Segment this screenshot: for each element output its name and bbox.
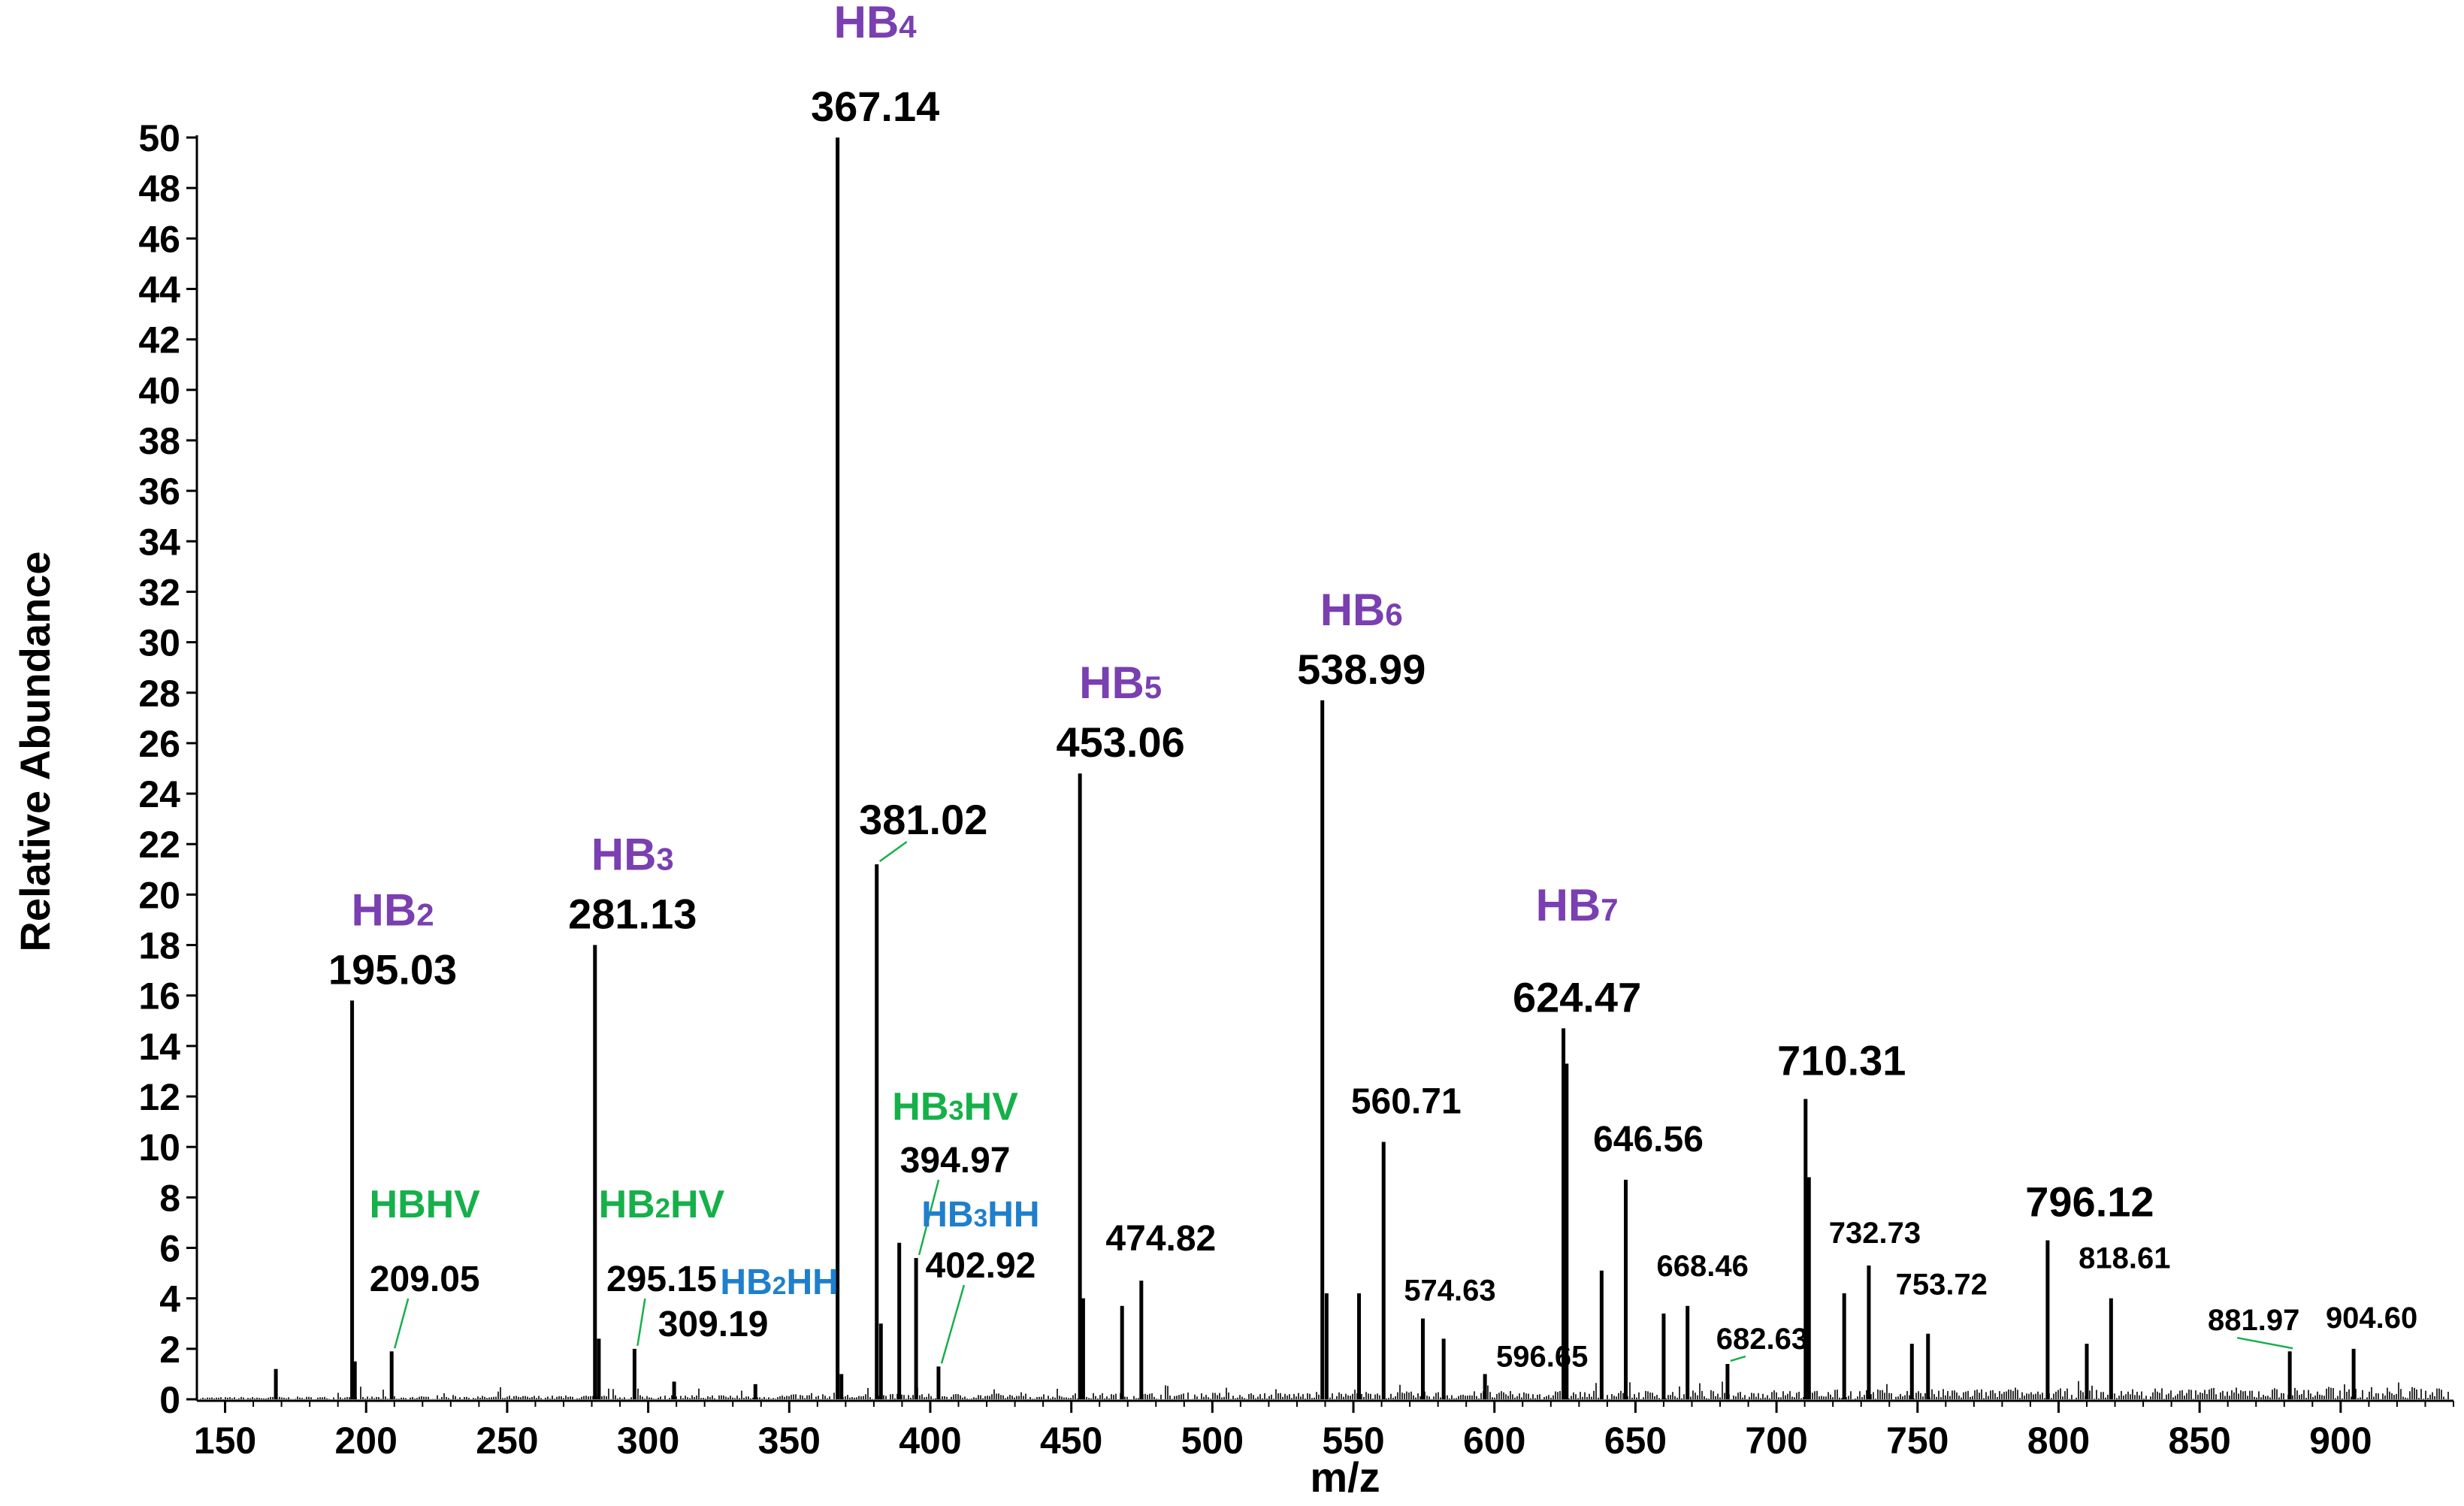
leader-line [393, 1298, 410, 1349]
peak-mz-label: 394.97 [900, 1141, 1011, 1181]
peak-mz-label: 710.31 [1777, 1036, 1906, 1084]
y-tick-label: 16 [138, 975, 180, 1018]
leader-line [918, 1179, 940, 1256]
peak-mz-label: 624.47 [1513, 973, 1641, 1021]
ion-assignment-label: HB2 [352, 885, 434, 935]
y-tick-label: 20 [138, 874, 180, 916]
ion-assignment-label: HB2HV [599, 1183, 725, 1226]
leader-line [878, 841, 908, 863]
baseline-noise [200, 1380, 2449, 1399]
peak-mz-label: 668.46 [1657, 1250, 1749, 1283]
x-axis-title: m/z [1310, 1453, 1380, 1501]
peak-mz-label: 209.05 [370, 1260, 480, 1299]
peak-mz-label: 309.19 [658, 1305, 769, 1344]
y-tick-label: 10 [138, 1126, 180, 1169]
y-tick-label: 14 [138, 1026, 180, 1068]
peak-mz-label: 195.03 [328, 945, 457, 993]
x-tick-label: 150 [194, 1420, 256, 1462]
peak-mz-label: 574.63 [1404, 1275, 1495, 1308]
peak-mz-label: 596.65 [1496, 1340, 1588, 1373]
x-tick-label: 900 [2309, 1420, 2372, 1462]
y-axis-title: Relative Abundance [11, 551, 59, 951]
y-tick-label: 28 [138, 673, 180, 715]
y-tick-label: 42 [138, 319, 180, 361]
peak-mz-label: 646.56 [1593, 1120, 1704, 1160]
peak-mz-label: 474.82 [1105, 1219, 1216, 1259]
peak-labels: 195.03 HB2 209.05 HBHV 281.13 HB3 295.15 HB2HV 3… [328, 0, 2417, 1373]
ion-assignment-label: HB3HV [892, 1085, 1018, 1129]
x-tick-label: 500 [1181, 1420, 1244, 1462]
axes: 0246810121416182022242628303234363840424… [138, 117, 2454, 1462]
peak-mz-label: 453.06 [1057, 718, 1185, 766]
x-tick-label: 200 [335, 1420, 398, 1462]
x-tick-label: 700 [1745, 1420, 1807, 1462]
x-tick-label: 750 [1886, 1420, 1949, 1462]
y-tick-label: 24 [138, 773, 180, 815]
ion-assignment-label: HBHV [370, 1183, 481, 1226]
x-tick-label: 350 [758, 1420, 821, 1462]
peak-mz-label: 367.14 [811, 83, 939, 130]
x-tick-label: 250 [476, 1420, 538, 1462]
x-tick-label: 850 [2168, 1420, 2230, 1462]
y-tick-label: 32 [138, 571, 180, 613]
y-tick-label: 40 [138, 370, 180, 412]
ion-assignment-label: HB2HH [720, 1263, 838, 1302]
y-tick-label: 18 [138, 925, 180, 967]
ion-assignment-label: HB7 [1536, 880, 1619, 930]
y-tick-label: 38 [138, 420, 180, 462]
y-tick-label: 8 [159, 1177, 180, 1219]
x-tick-label: 300 [617, 1420, 679, 1462]
y-tick-label: 36 [138, 470, 180, 513]
y-tick-label: 12 [138, 1076, 180, 1118]
x-tick-label: 450 [1040, 1420, 1102, 1462]
y-tick-label: 6 [159, 1228, 180, 1270]
x-tick-label: 400 [899, 1420, 961, 1462]
y-tick-label: 30 [138, 622, 180, 664]
ion-assignment-label: HB5 [1079, 658, 1162, 708]
x-tick-label: 650 [1604, 1420, 1667, 1462]
peak-mz-label: 381.02 [859, 796, 987, 843]
peak-mz-label: 560.71 [1351, 1081, 1462, 1121]
peak-mz-label: 881.97 [2208, 1304, 2299, 1337]
ion-assignment-label: HB3HH [921, 1195, 1039, 1235]
y-tick-label: 34 [138, 521, 180, 563]
y-tick-label: 2 [159, 1329, 180, 1371]
noise-trace [200, 1380, 2449, 1399]
y-tick-label: 50 [138, 117, 180, 159]
ion-assignment-label: HB6 [1320, 585, 1403, 635]
peaks-layer [274, 138, 2356, 1399]
peak-mz-label: 295.15 [606, 1260, 717, 1299]
ion-assignment-label: HB4 [834, 0, 918, 47]
peak-mz-label: 818.61 [2079, 1242, 2170, 1275]
y-tick-label: 26 [138, 723, 180, 765]
leader-line [2236, 1336, 2293, 1350]
x-tick-label: 550 [1322, 1420, 1384, 1462]
y-tick-label: 0 [159, 1379, 180, 1421]
ion-assignment-label: HB3 [591, 830, 674, 880]
y-tick-label: 22 [138, 824, 180, 866]
peak-mz-label: 796.12 [2025, 1178, 2154, 1225]
peak-mz-label: 753.72 [1896, 1269, 1988, 1302]
y-tick-label: 48 [138, 168, 180, 210]
peak-mz-label: 281.13 [568, 891, 697, 938]
leader-line [1730, 1355, 1746, 1362]
y-tick-label: 46 [138, 218, 180, 260]
y-tick-label: 4 [159, 1278, 180, 1320]
peak-mz-label: 904.60 [2326, 1302, 2417, 1335]
peak-mz-label: 538.99 [1297, 646, 1425, 693]
leader-line [940, 1284, 966, 1364]
leader-line [636, 1298, 646, 1347]
peak-mz-label: 732.73 [1829, 1217, 1921, 1250]
peak-mz-label: 682.63 [1716, 1323, 1808, 1356]
x-tick-label: 600 [1463, 1420, 1525, 1462]
y-tick-label: 44 [138, 268, 180, 310]
peak-mz-label: 402.92 [926, 1246, 1036, 1286]
x-tick-label: 800 [2027, 1420, 2090, 1462]
